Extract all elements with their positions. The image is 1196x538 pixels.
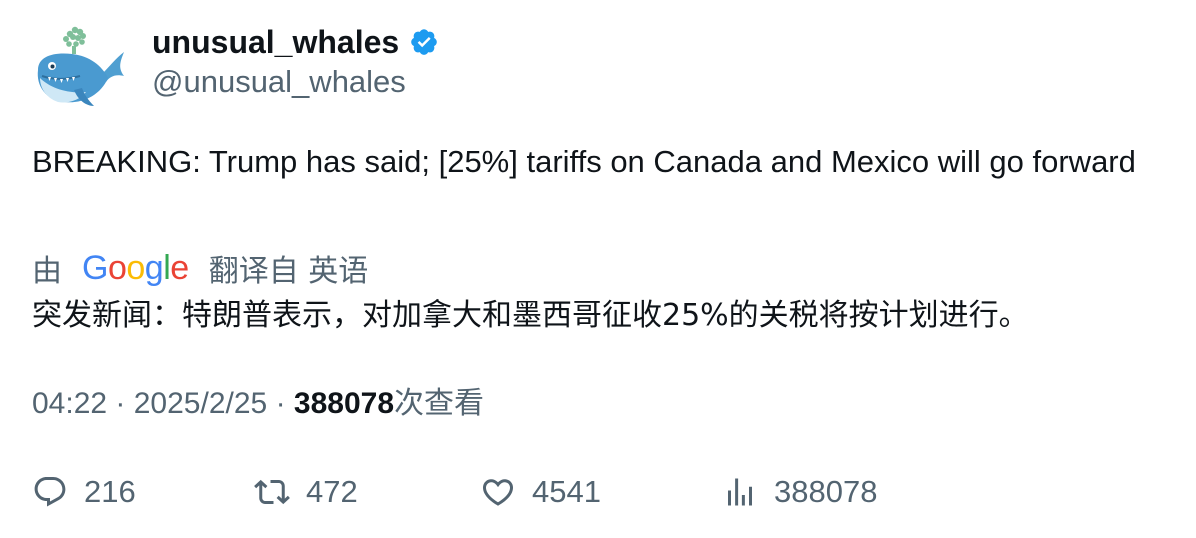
tweet-text: BREAKING: Trump has said; [25%] tariffs … [32, 144, 1136, 179]
heart-icon [482, 479, 514, 506]
meta-separator: · [115, 387, 134, 420]
author-name[interactable]: unusual_whales [152, 22, 439, 62]
translation-attribution[interactable]: 由 Google 翻译自 英语 [32, 248, 369, 290]
tweet-meta: 04:22 · 2025/2/25 · 388078次查看 [32, 384, 484, 424]
reply-icon [34, 477, 66, 507]
analytics-icon [728, 478, 752, 506]
retweet-icon [254, 479, 290, 505]
translated-text: 突发新闻：特朗普表示，对加拿大和墨西哥征收25%的关税将按计划进行。 [32, 298, 1029, 333]
views-action-count: 388078 [774, 474, 878, 509]
views-button[interactable]: 388078 [722, 472, 877, 512]
retweet-count: 472 [306, 474, 358, 509]
reply-count: 216 [84, 474, 136, 509]
like-button[interactable]: 4541 [480, 472, 601, 512]
action-bar: 216 472 4541 388078 [32, 472, 1162, 512]
reply-button[interactable]: 216 [32, 472, 136, 512]
like-count: 4541 [532, 474, 601, 509]
tweet-time[interactable]: 04:22 [32, 387, 108, 420]
author-handle[interactable]: @unusual_whales [152, 64, 406, 99]
views-count: 388078 [293, 387, 394, 420]
author-name-text: unusual_whales [152, 24, 400, 60]
retweet-button[interactable]: 472 [254, 472, 358, 512]
whale-avatar-icon [37, 26, 124, 106]
tweet-date[interactable]: 2025/2/25 [133, 387, 268, 420]
google-logo: Google [82, 248, 189, 287]
translated-by-label: 由 [32, 254, 62, 289]
avatar[interactable] [28, 22, 128, 114]
views-label: 次查看 [394, 386, 484, 421]
translated-from-label: 翻译自 英语 [208, 254, 369, 289]
verified-badge-icon [411, 29, 437, 55]
meta-separator: · [275, 387, 294, 420]
